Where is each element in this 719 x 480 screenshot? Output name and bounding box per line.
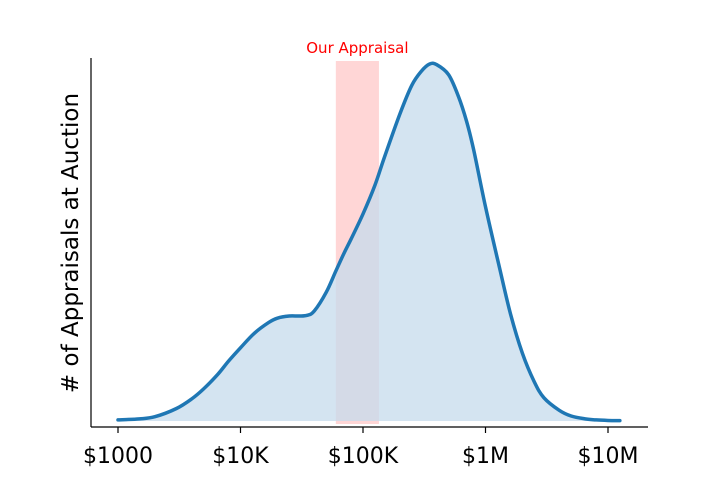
- density-curve: [116, 61, 622, 423]
- x-tick-label: $10K: [212, 444, 269, 469]
- x-tick-label: $10M: [578, 444, 639, 469]
- y-axis-label: # of Appraisals at Auction: [58, 93, 84, 393]
- density-area-fill: [118, 63, 620, 421]
- x-tick-label: $100K: [328, 444, 399, 469]
- x-tick-label: $1000: [83, 444, 153, 469]
- appraisal-band-label: Our Appraisal: [306, 39, 408, 57]
- x-tick-label: $1M: [462, 444, 509, 469]
